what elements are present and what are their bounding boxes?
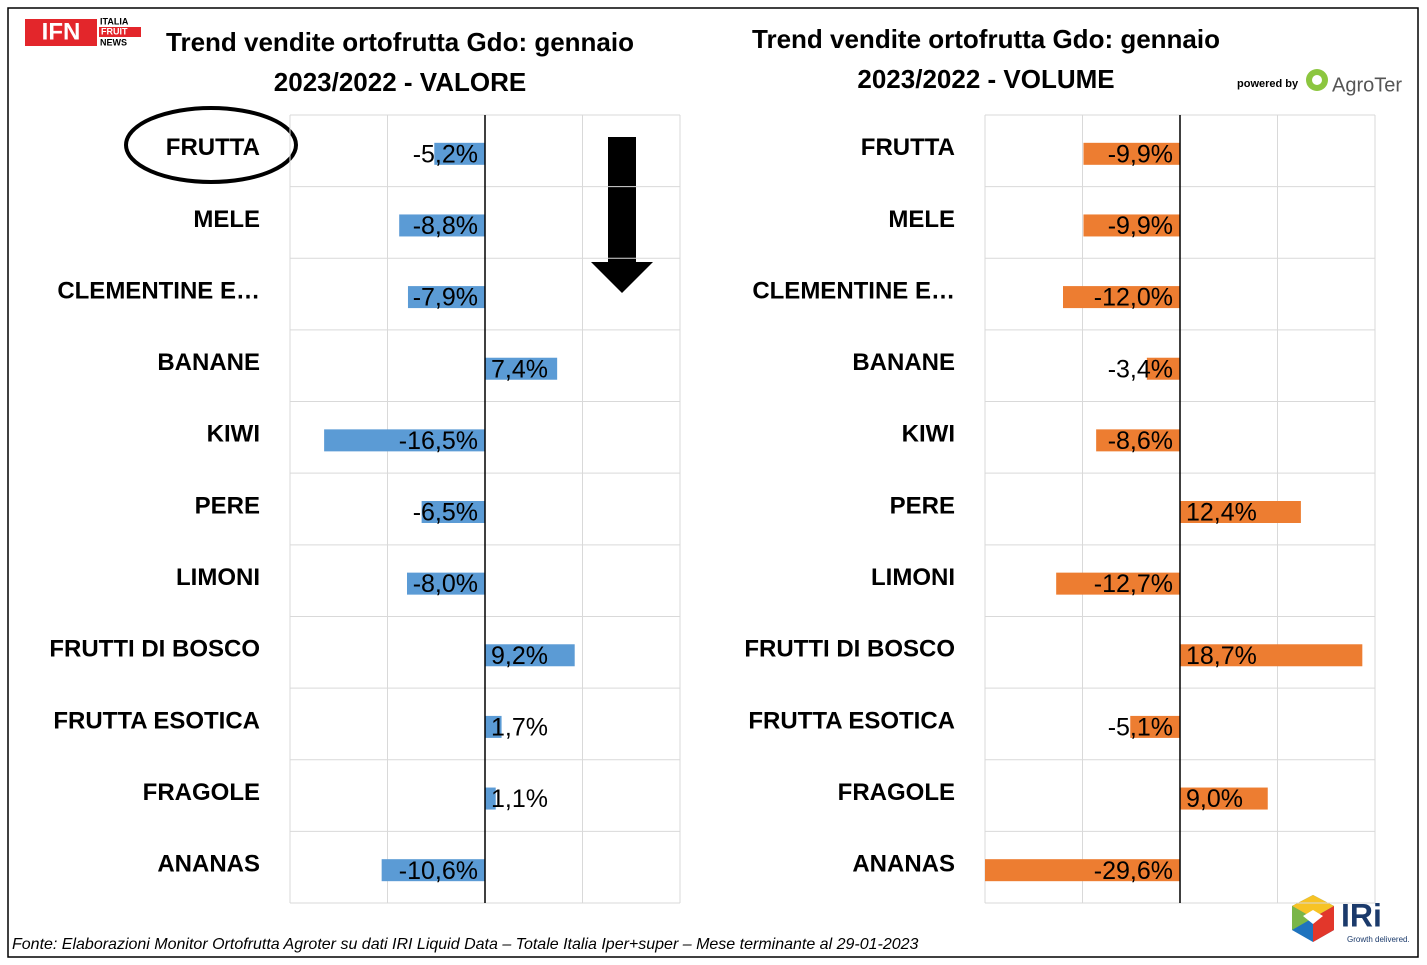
bar: [985, 859, 1180, 882]
value-label: -8,0%: [413, 570, 478, 598]
bar: [1056, 572, 1180, 595]
category-label: KIWI: [902, 421, 955, 448]
bar: [407, 286, 485, 309]
chart-title: Trend vendite ortofrutta Gdo: gennaio 20…: [166, 27, 634, 97]
value-label: -5,2%: [413, 140, 478, 168]
source: Fonte: Elaborazioni Monitor Ortofrutta A…: [12, 936, 919, 953]
bar: [1096, 429, 1180, 452]
category-label: FRUTTA ESOTICA: [53, 707, 260, 734]
ifn-logo: IFN: [42, 18, 81, 45]
ifn-line: FRUIT: [101, 26, 128, 36]
bar: [381, 859, 485, 882]
category-label: FRUTTA ESOTICA: [748, 707, 955, 734]
value-label: 9,0%: [1186, 785, 1243, 813]
bar: [434, 142, 485, 165]
category-label: CLEMENTINE E…: [752, 277, 955, 304]
value-label: -9,9%: [1108, 212, 1173, 240]
bar: [485, 644, 575, 667]
ifn-line-box: [99, 27, 141, 37]
value-label: -12,7%: [1094, 570, 1173, 598]
category-label: LIMONI: [871, 564, 955, 591]
value-label: -12,0%: [1094, 284, 1173, 312]
frame: [7, 7, 1419, 958]
value-label: -5,1%: [1108, 714, 1173, 742]
ifn-line: NEWS: [100, 37, 127, 47]
category-label: ANANAS: [157, 851, 260, 878]
category-label: FRAGOLE: [143, 779, 260, 806]
bars: [985, 142, 1363, 882]
category-label: FRUTTI DI BOSCO: [744, 636, 955, 663]
bar: [1146, 357, 1180, 380]
down-arrow: [591, 137, 653, 293]
category-label: FRUTTI DI BOSCO: [49, 636, 260, 663]
category-label: FRAGOLE: [838, 779, 955, 806]
category-label: PERE: [890, 492, 955, 519]
value-label: -7,9%: [413, 284, 478, 312]
value-label: -10,6%: [399, 857, 478, 885]
powered-by: powered by: [1237, 78, 1299, 90]
value-label: -3,4%: [1108, 355, 1173, 383]
category-label: LIMONI: [176, 564, 260, 591]
iri-tagline: Growth delivered.: [1347, 935, 1410, 944]
bar: [485, 715, 502, 738]
chart-title: Trend vendite ortofrutta Gdo: gennaio 20…: [752, 24, 1220, 94]
bar: [1180, 787, 1268, 810]
value-label: 1,7%: [491, 714, 548, 742]
category-label: KIWI: [207, 421, 260, 448]
bar: [407, 572, 485, 595]
bar: [324, 429, 485, 452]
value-label: 1,1%: [491, 785, 548, 813]
bar: [421, 501, 485, 523]
bar: [485, 357, 558, 380]
value-label: -8,6%: [1108, 427, 1173, 455]
bar: [1063, 286, 1180, 309]
category-label: MELE: [193, 206, 260, 233]
value-label: 18,7%: [1186, 642, 1257, 670]
value-label: -16,5%: [399, 427, 478, 455]
bar: [1083, 214, 1180, 237]
bar: [399, 214, 485, 237]
ifn-line: ITALIA: [100, 16, 129, 26]
category-label: BANANE: [157, 349, 260, 376]
category-label: ANANAS: [852, 851, 955, 878]
ifn-logo-box: [25, 19, 97, 46]
bar: [1083, 142, 1180, 165]
value-label: -8,8%: [413, 212, 478, 240]
bar: [485, 787, 496, 810]
iri-icon: [1292, 895, 1334, 918]
category-label: PERE: [195, 492, 260, 519]
bar: [1180, 501, 1301, 523]
bar: [1180, 644, 1363, 667]
category-label: CLEMENTINE E…: [57, 277, 260, 304]
category-label: BANANE: [852, 349, 955, 376]
highlight-ellipse: [124, 106, 298, 184]
bars: [324, 142, 575, 882]
category-label: FRUTTA: [166, 134, 260, 161]
value-label: -9,9%: [1108, 140, 1173, 168]
value-label: 12,4%: [1186, 499, 1257, 527]
value-label: 9,2%: [491, 642, 548, 670]
category-label: MELE: [888, 206, 955, 233]
agroter-icon: [1312, 75, 1322, 85]
bar: [1130, 715, 1180, 738]
category-label: FRUTTA: [861, 134, 955, 161]
value-label: -6,5%: [413, 499, 478, 527]
value-label: 7,4%: [491, 355, 548, 383]
iri-icon: [1292, 906, 1313, 930]
iri-icon: [1303, 910, 1323, 924]
agroter-logo: AgroTer: [1332, 74, 1402, 96]
value-label: -29,6%: [1094, 857, 1173, 885]
